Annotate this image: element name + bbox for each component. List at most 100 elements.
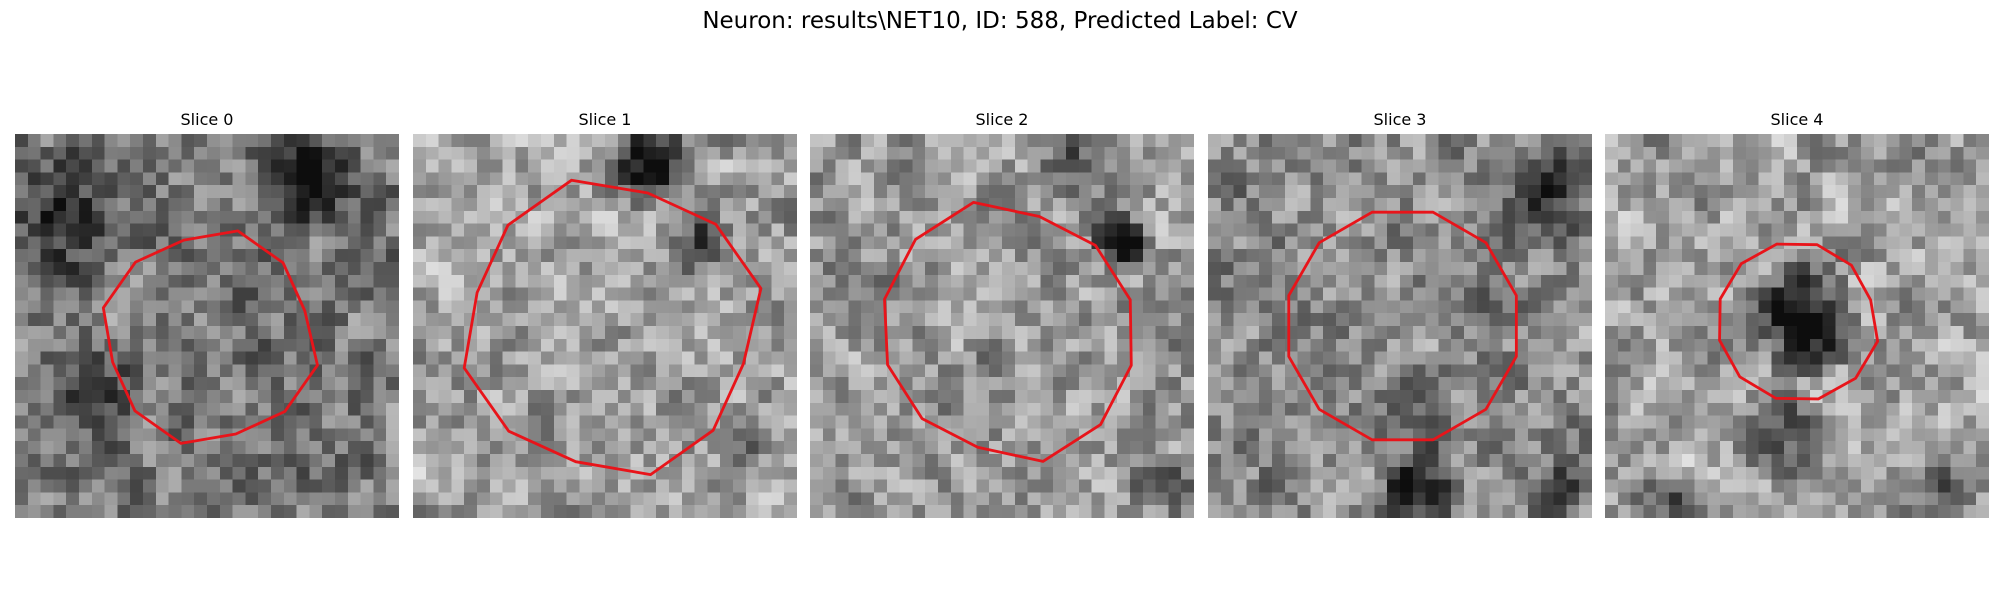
pixel-tile [477,492,491,506]
pixel-tile [938,377,952,391]
pixel-tile [1310,402,1324,416]
pixel-tile [1476,326,1490,340]
pixel-tile [848,185,862,199]
pixel-tile [1233,274,1247,288]
pixel-tile [1848,492,1862,506]
pixel-tile [194,402,208,416]
pixel-tile [1208,351,1222,365]
pixel-tile [1643,326,1657,340]
pixel-tile [117,364,131,378]
pixel-tile [207,210,221,224]
pixel-tile [245,492,259,506]
pixel-tile [553,364,567,378]
pixel-tile [1605,377,1619,391]
pixel-tile [168,249,182,263]
pixel-tile [1142,287,1156,301]
pixel-tile [1886,338,1900,352]
pixel-tile [566,351,580,365]
pixel-tile [1707,492,1721,506]
pixel-tile [15,146,29,160]
pixel-tile [1091,338,1105,352]
pixel-tile [1745,159,1759,173]
pixel-tile [1899,338,1913,352]
pixel-tile [386,428,399,442]
pixel-tile [1297,326,1311,340]
pixel-tile [296,274,310,288]
pixel-tile [425,377,439,391]
pixel-tile [745,454,759,468]
pixel-tile [271,198,285,212]
pixel-tile [1259,300,1273,314]
pixel-tile [219,441,233,455]
pixel-tile [258,185,272,199]
pixel-tile [155,172,169,186]
pixel-tile [1963,390,1977,404]
pixel-tile [1489,300,1503,314]
pixel-tile [155,274,169,288]
pixel-tile [130,415,144,429]
pixel-tile [745,466,759,480]
pixel-tile [464,249,478,263]
pixel-tile [438,313,452,327]
pixel-tile [15,479,29,493]
pixel-tile [283,287,297,301]
pixel-tile [1886,428,1900,442]
pixel-tile [938,441,952,455]
pixel-tile [669,159,683,173]
pixel-tile [579,134,593,148]
slice-title-2: Slice 2 [975,110,1029,129]
pixel-tile [528,326,542,340]
pixel-tile [1912,300,1926,314]
pixel-tile [1694,210,1708,224]
pixel-tile [1553,428,1567,442]
pixel-tile [592,313,606,327]
pixel-tile [541,134,555,148]
pixel-tile [1348,454,1362,468]
pixel-tile [1155,262,1169,276]
pixel-tile [835,428,849,442]
pixel-tile [502,466,516,480]
pixel-tile [1617,377,1631,391]
pixel-tile [1412,262,1426,276]
pixel-tile [1579,492,1592,506]
pixel-tile [15,454,29,468]
pixel-tile [874,146,888,160]
pixel-tile [720,134,734,148]
pixel-tile [413,185,427,199]
pixel-tile [861,415,875,429]
pixel-tile [989,364,1003,378]
pixel-tile [91,185,105,199]
pixel-tile [720,466,734,480]
pixel-tile [605,134,619,148]
pixel-tile [1694,223,1708,237]
pixel-tile [938,300,952,314]
pixel-tile [707,479,721,493]
pixel-tile [40,249,54,263]
pixel-tile [207,466,221,480]
pixel-tile [283,454,297,468]
pixel-tile [104,466,118,480]
pixel-tile [1745,492,1759,506]
pixel-tile [1155,390,1169,404]
pixel-tile [1425,505,1439,518]
pixel-tile [1643,134,1657,148]
pixel-tile [1758,454,1772,468]
pixel-tile [874,351,888,365]
pixel-tile [1104,351,1118,365]
pixel-tile [1117,236,1131,250]
pixel-tile [1014,441,1028,455]
pixel-tile [1976,236,1989,250]
pixel-tile [592,415,606,429]
pixel-tile [745,210,759,224]
pixel-tile [515,415,529,429]
pixel-tile [1233,338,1247,352]
pixel-tile [1669,402,1683,416]
pixel-tile [1784,198,1798,212]
pixel-tile [104,377,118,391]
pixel-tile [1489,146,1503,160]
pixel-tile [207,287,221,301]
pixel-tile [1950,364,1964,378]
pixel-tile [1272,505,1286,518]
pixel-tile [1310,172,1324,186]
pixel-tile [1181,479,1194,493]
